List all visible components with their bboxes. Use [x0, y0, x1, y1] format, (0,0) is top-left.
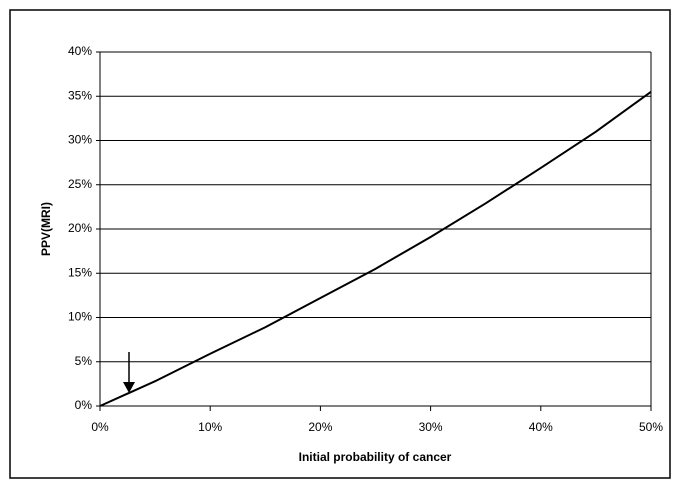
y-tick-label: 35% [68, 88, 92, 102]
arrow [123, 352, 135, 393]
y-tick-label: 5% [75, 354, 93, 368]
x-tick-label: 30% [419, 420, 443, 434]
x-tick-label: 20% [308, 420, 332, 434]
y-tick-label: 15% [68, 265, 92, 279]
x-tick-label: 50% [639, 420, 663, 434]
x-tick-label: 10% [198, 420, 222, 434]
y-tick-label: 0% [75, 398, 93, 412]
y-tick-label: 25% [68, 177, 92, 191]
y-tick-label: 10% [68, 310, 92, 324]
y-tick-label: 40% [68, 44, 92, 58]
x-axis-title: Initial probability of cancer [299, 450, 452, 464]
data-line [99, 91, 652, 407]
y-tick-label: 20% [68, 221, 92, 235]
y-axis-title: PPV(MRI) [39, 202, 53, 256]
x-tick-label: 0% [91, 420, 109, 434]
arrow-head [123, 382, 135, 393]
chart-frame [9, 9, 671, 479]
x-tick-label: 40% [529, 420, 553, 434]
y-tick-label: 30% [68, 133, 92, 147]
